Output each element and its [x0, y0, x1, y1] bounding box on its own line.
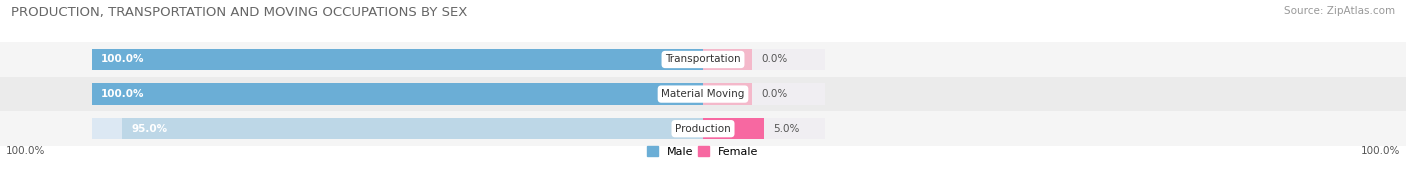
Text: Material Moving: Material Moving	[661, 89, 745, 99]
Bar	[703, 118, 825, 139]
Text: PRODUCTION, TRANSPORTATION AND MOVING OCCUPATIONS BY SEX: PRODUCTION, TRANSPORTATION AND MOVING OC…	[11, 6, 468, 19]
Legend: Male, Female: Male, Female	[647, 146, 759, 157]
Text: 5.0%: 5.0%	[773, 124, 800, 134]
Bar	[703, 118, 763, 139]
Bar	[91, 83, 703, 105]
Bar	[91, 83, 703, 105]
Text: 100.0%: 100.0%	[1361, 146, 1400, 156]
Bar	[0, 42, 1406, 77]
Bar	[91, 49, 703, 70]
Text: 0.0%: 0.0%	[761, 54, 787, 64]
Text: 100.0%: 100.0%	[6, 146, 45, 156]
Bar	[122, 118, 703, 139]
Bar	[703, 49, 825, 70]
Bar	[0, 77, 1406, 111]
Text: Transportation: Transportation	[665, 54, 741, 64]
Text: 100.0%: 100.0%	[101, 54, 145, 64]
Bar	[0, 111, 1406, 146]
Bar	[703, 83, 825, 105]
Text: Production: Production	[675, 124, 731, 134]
Text: 95.0%: 95.0%	[131, 124, 167, 134]
Text: Source: ZipAtlas.com: Source: ZipAtlas.com	[1284, 6, 1395, 16]
Bar	[703, 49, 752, 70]
Text: 100.0%: 100.0%	[101, 89, 145, 99]
Text: 0.0%: 0.0%	[761, 89, 787, 99]
Bar	[91, 118, 703, 139]
Bar	[91, 49, 703, 70]
Bar	[703, 83, 752, 105]
